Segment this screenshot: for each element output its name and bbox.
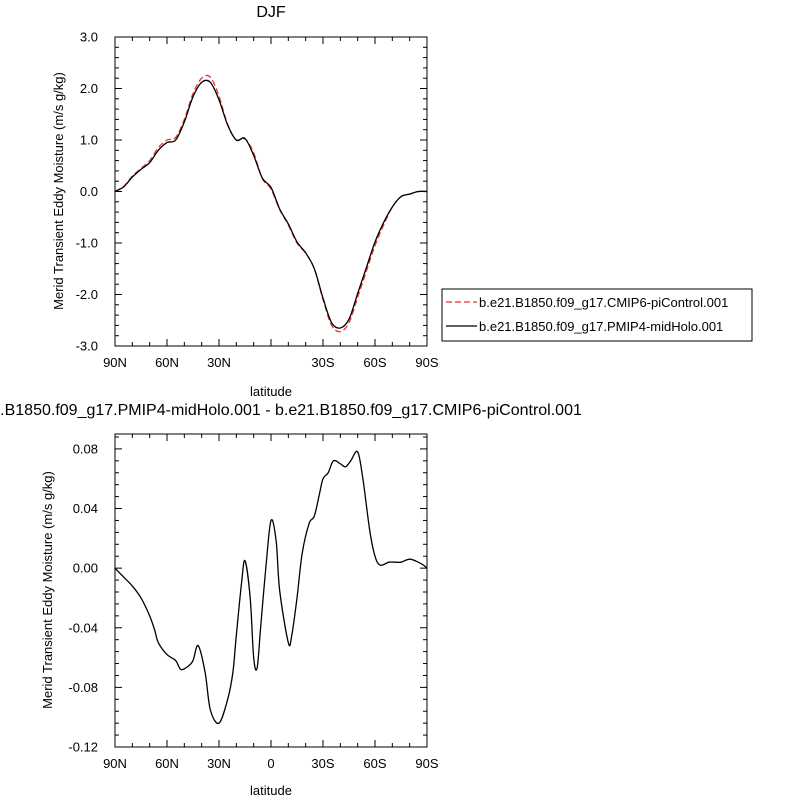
bottom-y-tick-label: 0.04	[73, 501, 98, 516]
legend-label-series-1: b.e21.B1850.f09_g17.CMIP6-piControl.001	[479, 295, 728, 310]
bottom-y-tick-label: 0.00	[73, 561, 98, 576]
bottom-y-tick-labels: 0.08 0.04 0.00 -0.04 -0.08 -0.12	[68, 441, 98, 754]
top-x-tick-label: 30S	[311, 355, 334, 370]
bottom-chart-title: b.e21.B1850.f09_g17.PMIP4-midHolo.001 - …	[0, 402, 582, 419]
bottom-x-axis-label: latitude	[250, 783, 292, 798]
bottom-y-axis-label: Merid Transient Eddy Moisture (m/s g/kg)	[40, 471, 55, 709]
legend-box	[441, 288, 753, 342]
top-y-tick-label: 0.0	[80, 184, 98, 199]
legend-label-series-2: b.e21.B1850.f09_g17.PMIP4-midHolo.001	[479, 319, 723, 334]
top-y-tick-label: 1.0	[80, 133, 98, 148]
bottom-x-tick-label: 0	[267, 756, 274, 771]
bottom-x-tick-label: 60S	[363, 756, 386, 771]
top-x-axis-label: latitude	[250, 384, 292, 399]
top-x-tick-label: 30N	[207, 355, 231, 370]
top-plot-frame	[114, 36, 428, 347]
bottom-x-tick-label: 90S	[415, 756, 438, 771]
top-y-axis-label: Merid Transient Eddy Moisture (m/s g/kg)	[51, 72, 66, 310]
top-panel: DJF 90N 60N 30N 30S 60S 90S 3.0 2.0 1.0 0.0 -1.0 -…	[51, 4, 753, 399]
bottom-y-tick-label: 0.08	[73, 441, 98, 456]
top-series-line-2	[115, 79, 427, 329]
bottom-plot-area	[115, 450, 427, 725]
top-x-tick-label: 90S	[415, 355, 438, 370]
bottom-x-tick-label: 60N	[155, 756, 179, 771]
top-y-tick-label: 3.0	[80, 30, 98, 45]
bottom-x-tick-label: 90N	[103, 756, 127, 771]
legend: b.e21.B1850.f09_g17.CMIP6-piControl.001 …	[441, 288, 753, 342]
bottom-x-tick-labels: 90N 60N 30N 0 30S 60S 90S	[103, 756, 439, 771]
top-chart-title: DJF	[256, 4, 286, 21]
top-x-tick-label: 60S	[363, 355, 386, 370]
top-x-tick-labels: 90N 60N 30N 30S 60S 90S	[103, 355, 439, 370]
bottom-y-tick-label: -0.04	[68, 620, 98, 635]
top-y-tick-label: -2.0	[76, 287, 98, 302]
top-series-line-1	[115, 74, 427, 333]
bottom-axis-ticks	[114, 434, 428, 748]
bottom-y-tick-label: -0.12	[68, 740, 98, 755]
top-y-tick-labels: 3.0 2.0 1.0 0.0 -1.0 -2.0 -3.0	[76, 30, 98, 354]
top-y-tick-label: -3.0	[76, 339, 98, 354]
bottom-x-tick-label: 30S	[311, 756, 334, 771]
top-x-tick-label: 90N	[103, 355, 127, 370]
bottom-x-tick-label: 30N	[207, 756, 231, 771]
bottom-panel: b.e21.B1850.f09_g17.PMIP4-midHolo.001 - …	[0, 402, 582, 798]
bottom-series-line-1	[115, 450, 427, 725]
bottom-plot-frame	[114, 433, 428, 748]
top-y-tick-label: 2.0	[80, 81, 98, 96]
top-plot-area	[115, 74, 427, 333]
top-axis-ticks	[114, 36, 428, 347]
bottom-y-tick-label: -0.08	[68, 680, 98, 695]
top-x-tick-label: 60N	[155, 355, 179, 370]
top-y-tick-label: -1.0	[76, 236, 98, 251]
